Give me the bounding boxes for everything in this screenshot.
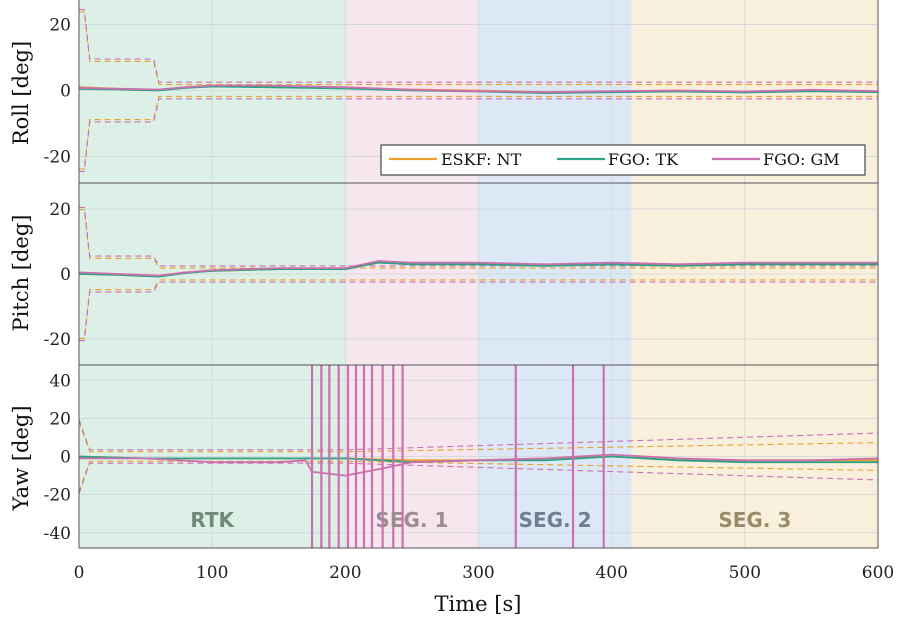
chart-panels: -20 0 20 -20 0 20 -40 -20 0 20 40 RTK SEG. 1 SEG. 2 SE… xyxy=(44,0,894,583)
y-tick-label: 0 xyxy=(60,82,71,102)
x-tick-label: 0 xyxy=(74,563,85,583)
pitch-axis-label: Pitch [deg] xyxy=(9,215,33,332)
segment-label-seg-2: SEG. 2 xyxy=(519,508,592,532)
x-tick-label: 600 xyxy=(862,563,894,583)
segment-label-rtk: RTK xyxy=(190,508,235,532)
x-tick-label: 500 xyxy=(729,563,761,583)
confidence-bound xyxy=(79,206,878,267)
confidence-bound xyxy=(79,209,878,269)
legend-label-fgo-tk: FGO: TK xyxy=(608,150,679,169)
series-line-fgo-gm xyxy=(78,84,879,94)
confidence-bound xyxy=(79,9,878,83)
yaw-axis-label: Yaw [deg] xyxy=(9,405,33,511)
panel-yaw-deg: -40 -20 0 20 40 RTK SEG. 1 SEG. 2 SEG. 3 xyxy=(44,364,879,549)
legend-label-eskf-nt: ESKF: NT xyxy=(441,150,522,169)
series-line-fgo-gm xyxy=(78,260,878,277)
y-tick-label: -40 xyxy=(44,524,71,544)
confidence-bound xyxy=(78,421,879,453)
x-tick-label: 100 xyxy=(196,563,228,583)
y-tick-label: 40 xyxy=(49,371,71,391)
series-line-fgo-gm xyxy=(79,453,879,477)
confidence-bound xyxy=(79,11,878,86)
y-tick-label: 0 xyxy=(60,265,71,285)
x-tick-label: 400 xyxy=(595,563,627,583)
y-tick-label: 0 xyxy=(60,448,71,468)
x-axis-label: Time [s] xyxy=(435,592,522,616)
y-tick-label: 20 xyxy=(49,409,71,429)
segment-label-seg-3: SEG. 3 xyxy=(718,508,791,532)
y-tick-label: -20 xyxy=(44,486,71,506)
confidence-bound xyxy=(79,281,878,342)
legend-box xyxy=(380,144,866,176)
roll-axis-label: Roll [deg] xyxy=(9,41,33,145)
panel-pitch-deg: -20 0 20 xyxy=(44,182,879,366)
legend: ESKF: NT FGO: TK FGO: GM xyxy=(380,144,866,176)
segment-label-seg-1: SEG. 1 xyxy=(375,508,448,532)
legend-label-fgo-gm: FGO: GM xyxy=(763,150,840,169)
confidence-bound xyxy=(78,419,879,451)
confidence-bound xyxy=(78,462,879,494)
x-tick-label: 200 xyxy=(329,563,361,583)
confidence-bound xyxy=(79,98,878,172)
y-tick-label: -20 xyxy=(44,330,71,350)
y-tick-label: 20 xyxy=(49,15,71,35)
confidence-bound xyxy=(79,95,878,170)
panel-frame xyxy=(78,364,879,549)
confidence-bound xyxy=(79,279,878,339)
x-tick-label: 300 xyxy=(462,563,494,583)
y-tick-label: 20 xyxy=(49,200,71,220)
y-tick-label: -20 xyxy=(44,148,71,168)
